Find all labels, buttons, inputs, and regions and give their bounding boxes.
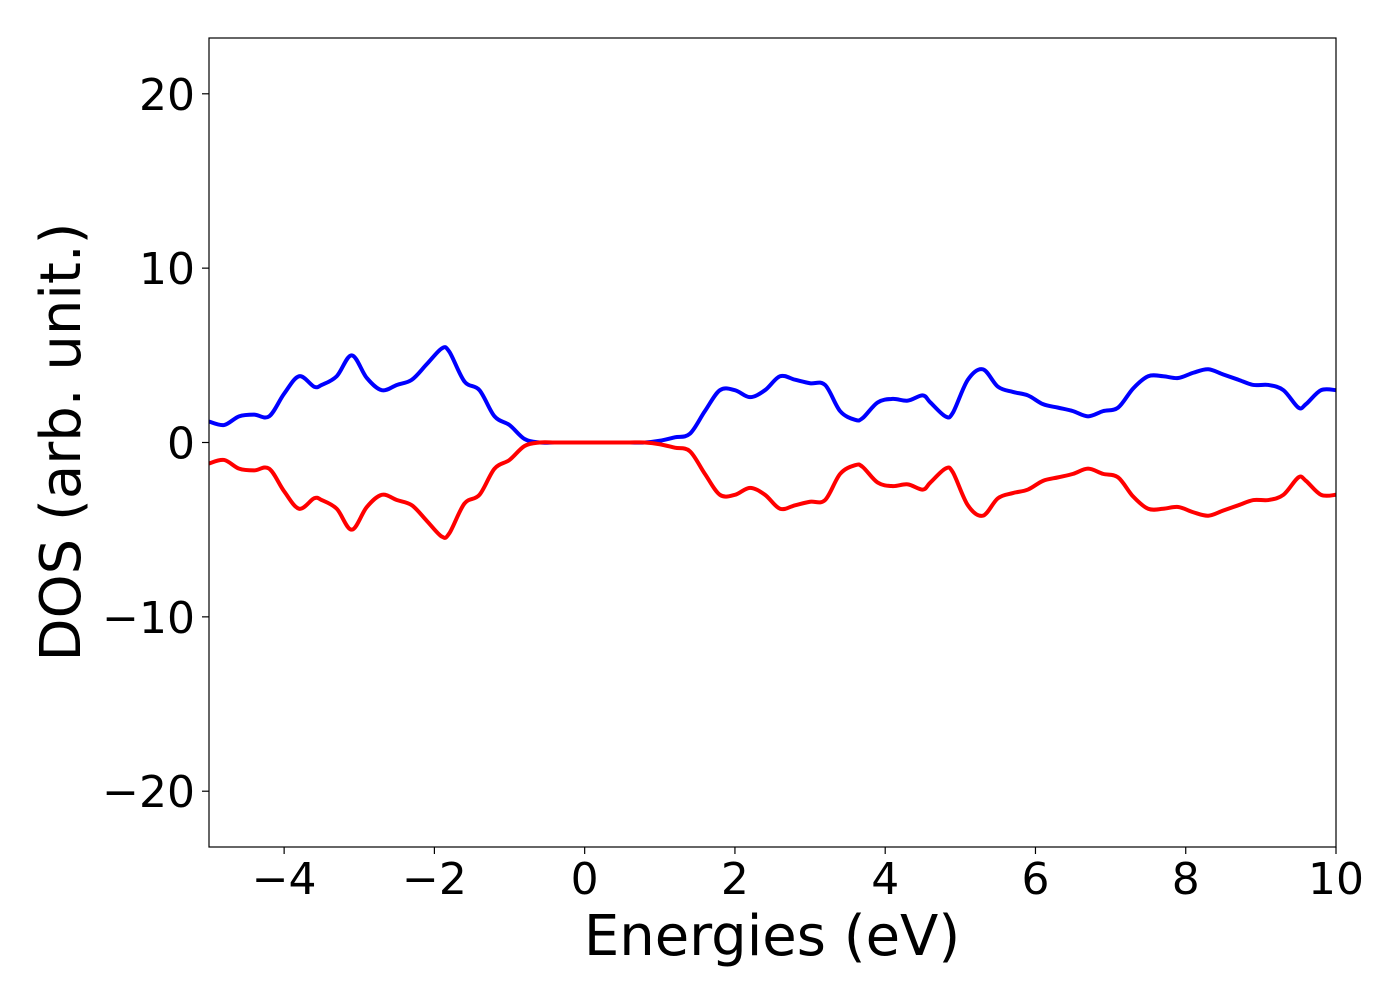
dos-series-1-line: [209, 345, 1336, 445]
y-tick-label: −10: [102, 593, 195, 644]
x-axis: −4 −2 0 2 4 6 8 10: [252, 847, 1364, 905]
y-tick-label: 10: [139, 244, 195, 295]
x-tick-label: 10: [1308, 854, 1364, 905]
y-axis-label: DOS (arb. unit.): [29, 222, 94, 661]
series-layer: [209, 345, 1336, 540]
plot-frame: [208, 37, 1337, 848]
x-tick-label: 8: [1172, 854, 1200, 905]
y-tick-label: 0: [167, 419, 195, 470]
x-tick-label: 6: [1021, 854, 1049, 905]
x-axis-label: Energies (eV): [584, 904, 960, 969]
x-tick-label: −2: [402, 854, 467, 905]
y-tick-label: 20: [139, 70, 195, 121]
y-tick-label: −20: [102, 767, 195, 818]
dos-series-2-line: [209, 440, 1336, 540]
x-tick-label: 2: [721, 854, 749, 905]
x-tick-label: 0: [571, 854, 599, 905]
y-axis: −20 −10 0 10 20: [102, 70, 209, 818]
x-tick-label: 4: [871, 854, 899, 905]
x-tick-label: −4: [252, 854, 317, 905]
